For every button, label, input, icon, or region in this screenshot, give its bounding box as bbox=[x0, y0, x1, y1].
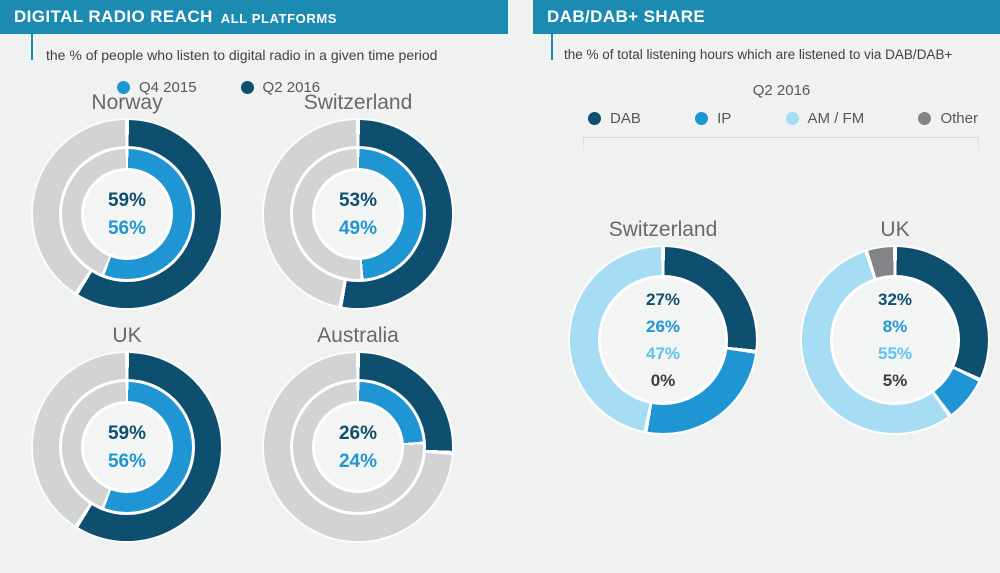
left-panel-title-suffix: ALL PLATFORMS bbox=[220, 10, 338, 26]
value-q2-2016: 59% bbox=[107, 189, 147, 211]
left-panel-title: DIGITAL RADIO REACH bbox=[14, 7, 213, 26]
legend-item-am-fm: AM / FM bbox=[785, 110, 865, 127]
dab-dot-icon bbox=[588, 112, 601, 125]
donut-chart-norway: 59% 56% bbox=[33, 120, 221, 308]
chart-cell-uk: UK 59% 56% bbox=[33, 323, 221, 541]
value-q2-2016: 53% bbox=[338, 189, 378, 211]
country-title: Switzerland bbox=[303, 91, 413, 114]
donut-hole: 27% 26% 47% 0% bbox=[601, 278, 725, 402]
legend-box-edge bbox=[583, 138, 584, 158]
country-title: UK bbox=[112, 324, 142, 347]
donut-chart-uk: 59% 56% bbox=[33, 353, 221, 541]
left-panel-header: DIGITAL RADIO REACH ALL PLATFORMS bbox=[0, 0, 508, 34]
am-fm-dot-icon bbox=[785, 112, 799, 125]
right-subtitle-tick bbox=[551, 34, 553, 60]
donut-hole: 32% 8% 55% 5% bbox=[833, 278, 957, 402]
q4-2015-dot-icon bbox=[117, 81, 130, 94]
value-other: 0% bbox=[650, 371, 676, 390]
other-dot-icon bbox=[918, 112, 932, 125]
right-panel-subtitle: the % of total listening hours which are… bbox=[564, 47, 953, 62]
chart-cell-australia: Australia 26% 24% bbox=[264, 323, 452, 541]
value-am-fm: 47% bbox=[645, 344, 681, 363]
value-q4-2015: 56% bbox=[107, 217, 147, 239]
legend-box-edge bbox=[978, 138, 979, 158]
chart-cell-switzerland-share: Switzerland 27% 26% 47% 0% bbox=[570, 217, 756, 433]
country-title: Switzerland bbox=[608, 218, 718, 241]
value-other: 5% bbox=[882, 371, 908, 390]
legend-label: IP bbox=[717, 110, 732, 127]
legend-box-outline bbox=[583, 137, 979, 158]
left-legend: Q4 2015 Q2 2016 bbox=[117, 79, 320, 96]
legend-label: AM / FM bbox=[807, 110, 865, 127]
value-ip: 8% bbox=[882, 317, 908, 336]
donut-hole: 53% 49% bbox=[315, 171, 401, 257]
legend-label: Q2 2016 bbox=[262, 79, 321, 96]
value-q2-2016: 26% bbox=[338, 422, 378, 444]
right-panel-header: DAB/DAB+ SHARE bbox=[533, 0, 1000, 34]
period-label: Q2 2016 bbox=[752, 82, 811, 99]
legend-label: Other bbox=[940, 110, 978, 127]
donut-hole: 59% 56% bbox=[84, 404, 170, 490]
donut-hole: 26% 24% bbox=[315, 404, 401, 490]
country-title: Norway bbox=[91, 91, 163, 114]
value-q2-2016: 59% bbox=[107, 422, 147, 444]
q2-2016-dot-icon bbox=[240, 81, 254, 94]
legend-item-dab: DAB bbox=[588, 110, 641, 127]
right-legend: DAB IP AM / FM Other bbox=[588, 110, 978, 127]
legend-item-other: Other bbox=[918, 110, 978, 127]
value-ip: 26% bbox=[645, 317, 681, 336]
legend-item-q4-2015: Q4 2015 bbox=[117, 79, 197, 96]
legend-label: Q4 2015 bbox=[139, 79, 197, 96]
legend-item-q2-2016: Q2 2016 bbox=[240, 79, 321, 96]
country-title: UK bbox=[880, 218, 910, 241]
chart-cell-uk-share: UK 32% 8% 55% 5% bbox=[802, 217, 988, 433]
left-subtitle-tick bbox=[31, 34, 33, 60]
legend-item-ip: IP bbox=[695, 110, 731, 127]
right-panel-title: DAB/DAB+ SHARE bbox=[547, 7, 706, 26]
left-panel-subtitle: the % of people who listen to digital ra… bbox=[46, 47, 438, 63]
chart-cell-switzerland: Switzerland 53% 49% bbox=[264, 90, 452, 308]
donut-hole: 59% 56% bbox=[84, 171, 170, 257]
value-dab: 32% bbox=[877, 290, 913, 309]
chart-cell-norway: Norway 59% 56% bbox=[33, 90, 221, 308]
value-q4-2015: 49% bbox=[338, 217, 378, 239]
donut-chart-australia: 26% 24% bbox=[264, 353, 452, 541]
donut-chart-switzerland: 53% 49% bbox=[264, 120, 452, 308]
value-dab: 27% bbox=[645, 290, 681, 309]
value-q4-2015: 24% bbox=[338, 450, 378, 472]
value-am-fm: 55% bbox=[877, 344, 913, 363]
donut-chart-uk-share: 32% 8% 55% 5% bbox=[802, 247, 988, 433]
value-q4-2015: 56% bbox=[107, 450, 147, 472]
ip-dot-icon bbox=[695, 112, 709, 125]
country-title: Australia bbox=[317, 324, 399, 347]
donut-chart-switzerland-share: 27% 26% 47% 0% bbox=[570, 247, 756, 433]
legend-label: DAB bbox=[610, 110, 641, 127]
